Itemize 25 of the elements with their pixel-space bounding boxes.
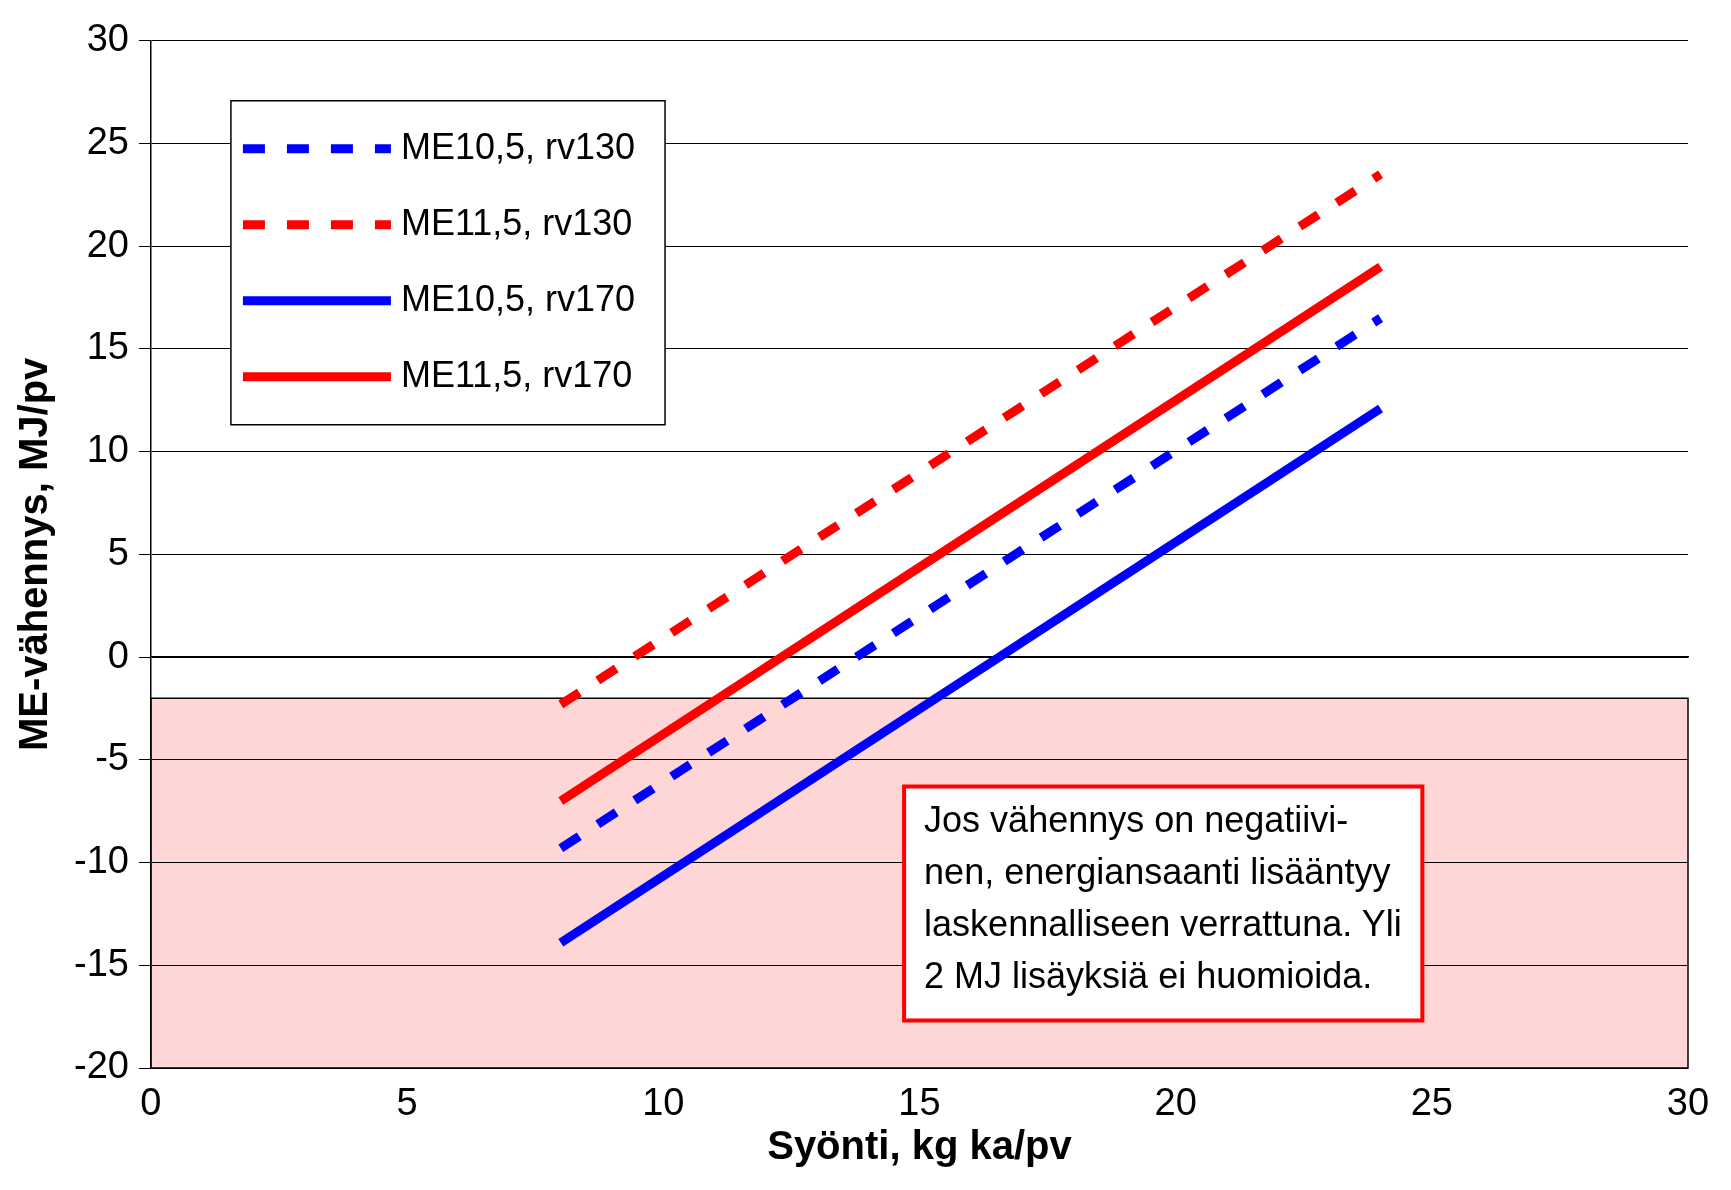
legend-label: ME11,5, rv170 bbox=[400, 353, 633, 395]
x-tick-label: 25 bbox=[1410, 1081, 1453, 1124]
y-tick-label: 0 bbox=[107, 633, 129, 676]
annotation: Jos vähennys on negatiivi- nen, energiansaanti lisääntyy laskennalliseen verrattuna. Yli 2 MJ lisäyksiä ei huomioida. bbox=[924, 799, 1402, 997]
y-axis-title: ME-vähennys, MJ/pv bbox=[11, 356, 56, 752]
y-tick-label: -5 bbox=[95, 736, 129, 779]
x-tick-label: 5 bbox=[396, 1081, 418, 1124]
y-tick-label: 5 bbox=[107, 530, 129, 573]
x-axis-title: Syönti, kg ka/pv bbox=[767, 1123, 1073, 1168]
legend-label: ME10,5, rv130 bbox=[400, 125, 636, 167]
y-tick-label: 15 bbox=[86, 325, 129, 368]
x-tick-label: 20 bbox=[1154, 1081, 1197, 1124]
legend-label: ME10,5, rv170 bbox=[400, 277, 636, 319]
legend-label: ME11,5, rv130 bbox=[400, 201, 633, 243]
x-tick-label: 0 bbox=[140, 1081, 162, 1124]
y-tick-label: 30 bbox=[86, 17, 129, 60]
x-tick-label: 15 bbox=[898, 1081, 941, 1124]
y-tick-label: 20 bbox=[86, 222, 129, 265]
y-tick-label: 10 bbox=[86, 428, 129, 471]
y-tick-label: -20 bbox=[74, 1044, 129, 1087]
y-tick-label: -15 bbox=[74, 941, 129, 984]
y-tick-label: 25 bbox=[86, 120, 129, 162]
y-tick-label: -10 bbox=[74, 839, 129, 882]
x-tick-label: 30 bbox=[1666, 1081, 1710, 1124]
x-tick-label: 10 bbox=[642, 1081, 685, 1124]
